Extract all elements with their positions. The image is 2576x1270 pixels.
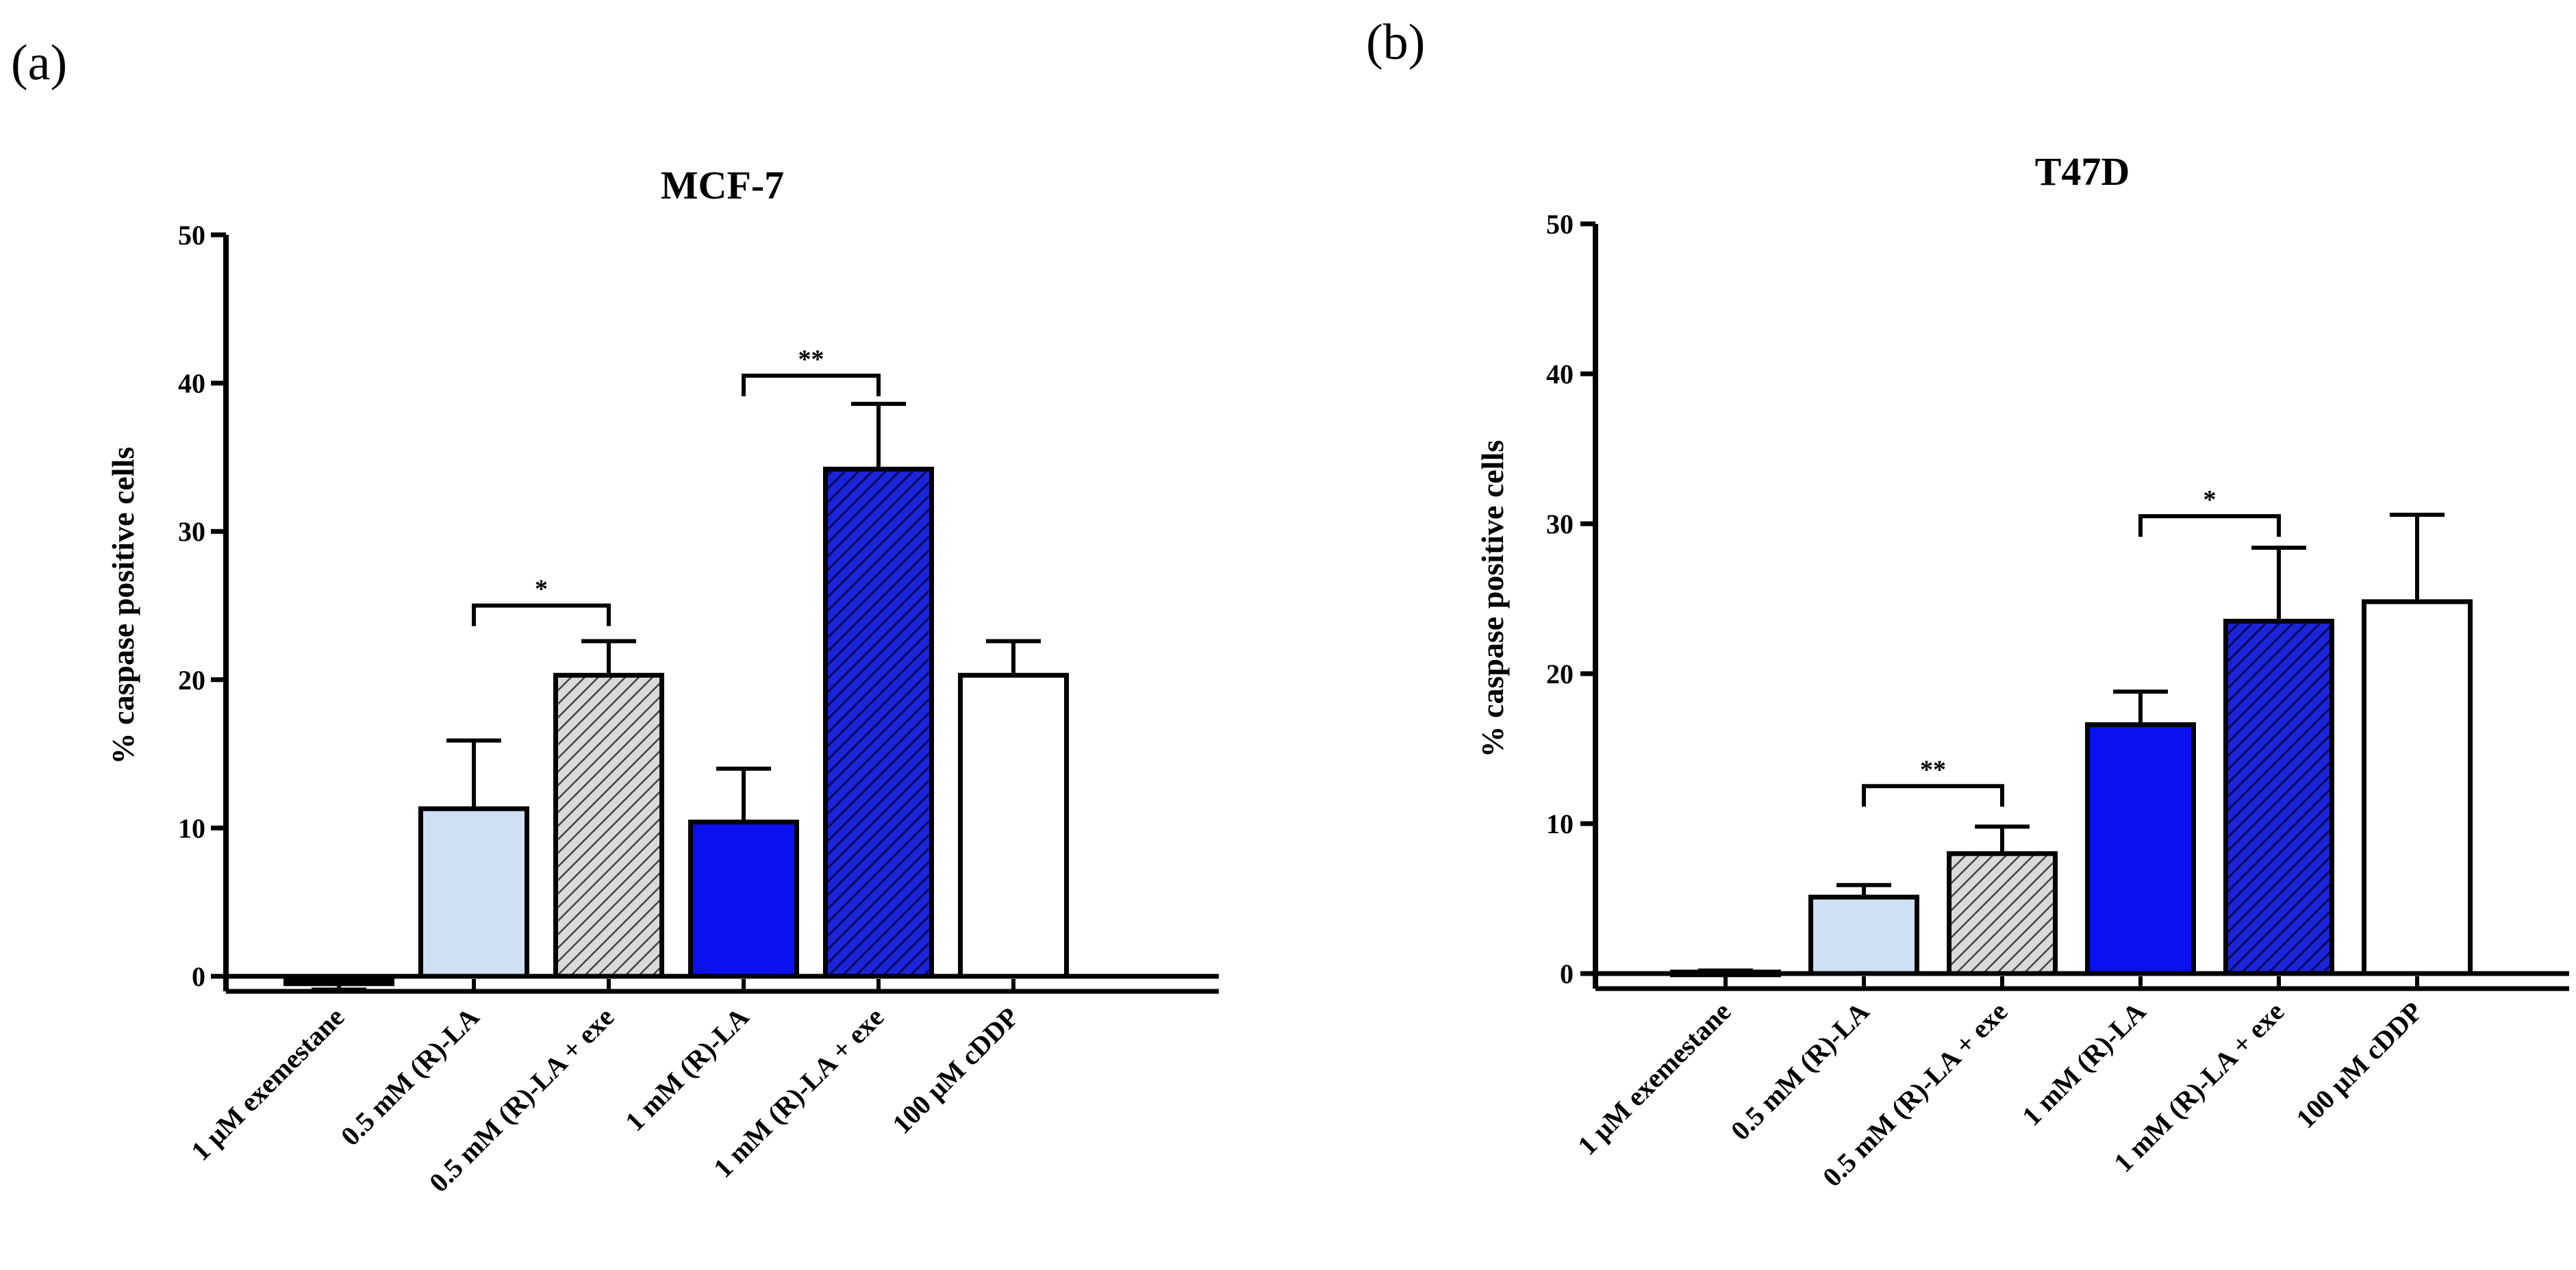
x-tick-label: 100 µM cDDP (886, 1002, 1024, 1140)
y-tick-label: 30 (178, 516, 205, 547)
x-tick-label: 1 µM exemestane (185, 1002, 350, 1167)
x-tick-label: 0.5 mM (R)-LA (1725, 995, 1876, 1146)
y-tick-label: 20 (1546, 659, 1574, 689)
bar (2223, 618, 2334, 976)
x-tick-label: 100 µM cDDP (2290, 996, 2428, 1134)
bar (688, 820, 799, 979)
y-tick-label: 40 (178, 368, 205, 399)
y-tick-label: 50 (178, 220, 205, 251)
x-tick-label: 0.5 mM (R)-LA (335, 1001, 485, 1152)
y-tick-label: 40 (1546, 359, 1574, 390)
chart-title: MCF-7 (661, 163, 784, 207)
significance-bracket (2138, 514, 2281, 537)
chart-panel-2: T47D % caspase positive cells 0 10 20 30 40 50 1… (1475, 149, 2569, 1193)
panel-label-a: (a) (11, 35, 68, 91)
y-tick-label: 10 (1546, 809, 1574, 839)
y-tick-label: 0 (1560, 958, 1574, 989)
y-tick-label: 0 (192, 961, 205, 992)
y-tick-label: 10 (178, 813, 205, 843)
bar (1947, 851, 2058, 976)
significance-bracket (472, 603, 611, 626)
x-tick-label: 1 mM (R)-LA (2016, 995, 2151, 1131)
bar (958, 672, 1069, 979)
y-axis-label: % caspase positive cells (1475, 440, 1510, 758)
x-tick-label: 1 µM exemestane (1571, 996, 1737, 1161)
bar (418, 806, 529, 979)
panel-label-b: (b) (1366, 14, 1426, 71)
significance-bracket (1862, 784, 2004, 807)
bar (553, 672, 664, 979)
significance-label: ** (798, 345, 824, 374)
significance-label: ** (1920, 755, 1946, 784)
significance-label: * (2204, 485, 2217, 514)
chart-title: T47D (2035, 149, 2130, 194)
significance-bracket (742, 373, 881, 396)
y-tick-label: 30 (1546, 509, 1574, 539)
y-tick-label: 50 (1546, 209, 1574, 240)
significance-label: * (535, 575, 548, 604)
bar (2085, 722, 2196, 976)
bar (2362, 599, 2473, 976)
bar (1808, 894, 1919, 976)
chart-panel-1: MCF-7 % caspase positive cells 0 10 20 30 40 50… (105, 163, 1219, 1198)
x-tick-label: 1 mM (R)-LA (619, 1001, 755, 1136)
bar (823, 466, 934, 979)
y-axis-label: % caspase positive cells (105, 447, 140, 765)
y-tick-label: 20 (178, 665, 205, 696)
